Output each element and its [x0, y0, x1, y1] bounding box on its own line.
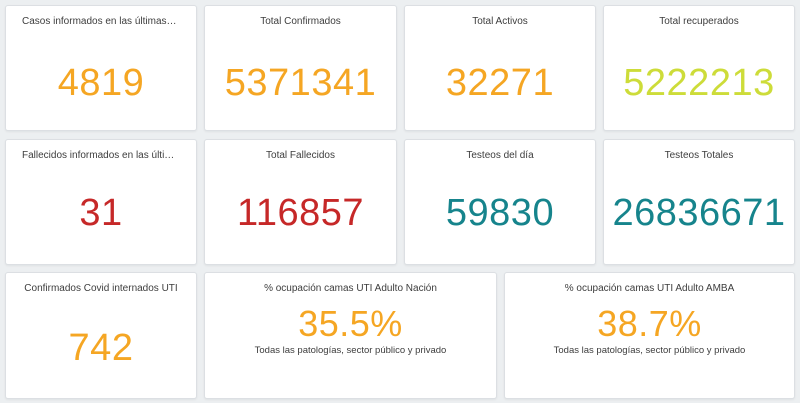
card-testeos-totales[interactable]: Testeos Totales 26836671 — [603, 139, 795, 265]
card-total-fallecidos[interactable]: Total Fallecidos 116857 — [204, 139, 397, 265]
card-value: 742 — [68, 327, 134, 369]
card-value: 116857 — [237, 192, 364, 234]
card-subtitle: Todas las patologías, sector público y p… — [553, 345, 746, 356]
card-title: Testeos Totales — [664, 150, 734, 161]
card-value: 32271 — [445, 62, 555, 104]
card-ocupacion-nacion[interactable]: % ocupación camas UTI Adulto Nación 35.5… — [204, 272, 497, 399]
card-testeos-dia[interactable]: Testeos del día 59830 — [404, 139, 596, 265]
card-total-confirmados[interactable]: Total Confirmados 5371341 — [204, 5, 397, 131]
card-value: 31 — [79, 192, 123, 234]
card-value: 38.7% — [597, 303, 702, 344]
card-value: 5222213 — [623, 62, 775, 104]
card-value: 59830 — [445, 192, 555, 234]
card-internados-uti[interactable]: Confirmados Covid internados UTI 742 — [5, 272, 197, 399]
card-title: % ocupación camas UTI Adulto Nación — [264, 283, 437, 294]
card-title: Total Activos — [472, 16, 528, 27]
card-fallecidos-24h[interactable]: Fallecidos informados en las últimas 24 … — [5, 139, 197, 265]
card-subtitle: Todas las patologías, sector público y p… — [254, 345, 447, 356]
card-title: % ocupación camas UTI Adulto AMBA — [564, 283, 735, 294]
card-casos-24h[interactable]: Casos informados en las últimas 24 horas… — [5, 5, 197, 131]
card-total-activos[interactable]: Total Activos 32271 — [404, 5, 596, 131]
card-ocupacion-amba[interactable]: % ocupación camas UTI Adulto AMBA 38.7% … — [504, 272, 795, 399]
card-total-recuperados[interactable]: Total recuperados 5222213 — [603, 5, 795, 131]
card-title: Testeos del día — [466, 150, 534, 161]
card-title: Total Confirmados — [260, 16, 341, 27]
card-title: Fallecidos informados en las últimas 24 … — [22, 150, 196, 161]
card-value: 5371341 — [224, 62, 377, 104]
card-title: Confirmados Covid internados UTI — [24, 283, 178, 294]
card-title: Casos informados en las últimas 24 horas — [22, 16, 196, 27]
card-title: Total recuperados — [659, 16, 739, 27]
card-title: Total Fallecidos — [266, 150, 335, 161]
card-value: 35.5% — [298, 303, 403, 344]
card-value: 26836671 — [612, 192, 786, 234]
card-value: 4819 — [57, 62, 145, 104]
